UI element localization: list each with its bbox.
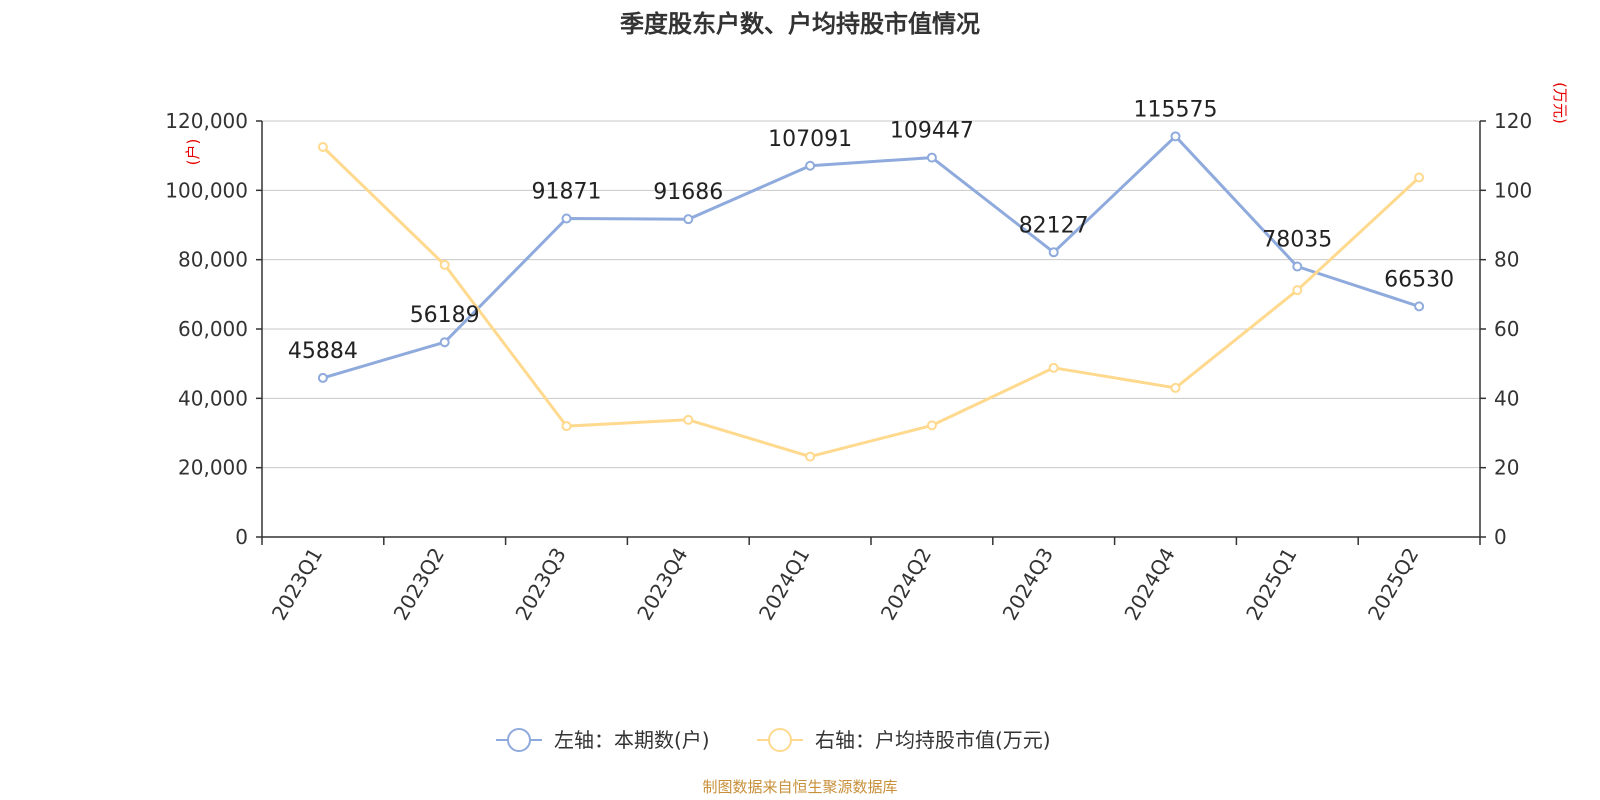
left-axis-tick-label: 100,000 — [165, 178, 248, 202]
data-point — [1048, 362, 1059, 373]
x-axis-tick-label: 2024Q4 — [1119, 544, 1179, 625]
data-point — [805, 160, 816, 171]
data-label: 56189 — [410, 303, 480, 328]
data-point — [683, 414, 694, 425]
data-point — [1414, 301, 1425, 312]
x-axis-tick-label: 2024Q2 — [876, 544, 936, 625]
data-source-note: 制图数据来自恒生聚源数据库 — [702, 778, 897, 796]
data-label: 91871 — [532, 180, 602, 205]
left-axis-tick-label: 40,000 — [178, 386, 248, 410]
data-point — [439, 337, 450, 348]
right-axis-unit-label: (万元) — [1551, 82, 1569, 124]
data-point — [439, 259, 450, 270]
data-point — [561, 213, 572, 224]
data-point — [317, 142, 328, 152]
data-point — [805, 451, 816, 462]
left-axis-tick-label: 20,000 — [178, 456, 248, 480]
data-point — [926, 152, 937, 163]
right-axis-tick-label: 40 — [1494, 386, 1519, 410]
legend-marker-icon — [768, 728, 792, 752]
data-point — [1048, 247, 1059, 258]
data-label: 109447 — [890, 119, 974, 144]
legend-label: 左轴：本期数(户) — [554, 728, 710, 752]
data-label: 82127 — [1019, 213, 1089, 238]
grid-layer — [262, 120, 1480, 469]
data-label: 66530 — [1384, 267, 1454, 292]
right-axis-tick-label: 20 — [1494, 456, 1519, 480]
series-layer — [317, 131, 1425, 462]
chart-title: 季度股东户数、户均持股市值情况 — [620, 10, 980, 38]
data-label: 45884 — [288, 339, 358, 364]
data-point — [1292, 261, 1303, 272]
data-label: 107091 — [768, 127, 852, 152]
data-point — [561, 421, 572, 432]
data-label-layer: 45884 56189 91871 91686 107091 109447 82127 115… — [288, 97, 1454, 364]
data-point — [926, 420, 937, 431]
data-point — [1170, 131, 1181, 142]
legend-marker-icon — [507, 728, 531, 752]
left-axis-tick-label: 120,000 — [165, 109, 248, 133]
legend-item-shareholder-count[interactable]: 左轴：本期数(户) — [496, 728, 710, 752]
left-axis-tick-label: 0 — [235, 525, 248, 549]
x-axis-tick-label: 2023Q3 — [510, 544, 570, 625]
x-axis-tick-label: 2025Q2 — [1363, 544, 1423, 625]
x-axis-tick-label: 2025Q1 — [1241, 544, 1301, 625]
data-label: 78035 — [1262, 227, 1332, 252]
data-point — [1170, 382, 1181, 393]
data-label: 91686 — [653, 180, 723, 205]
legend-item-avg-holding-value[interactable]: 右轴：户均持股市值(万元) — [757, 728, 1051, 752]
right-axis-tick-label: 0 — [1494, 525, 1507, 549]
left-axis-tick-label: 60,000 — [178, 317, 248, 341]
data-label: 115575 — [1134, 97, 1218, 122]
left-axis-tick-label: 80,000 — [178, 248, 248, 272]
data-point — [317, 372, 328, 383]
series-line-shareholder-count — [322, 134, 1420, 380]
x-axis-tick-label: 2023Q1 — [267, 544, 327, 625]
legend[interactable]: 左轴：本期数(户) 右轴：户均持股市值(万元) — [496, 728, 1051, 752]
series-line-avg-holding-value — [321, 145, 1421, 459]
x-axis-tick-label: 2024Q1 — [754, 544, 814, 625]
data-point — [1292, 285, 1303, 296]
data-point — [683, 214, 694, 225]
right-axis-tick-label: 100 — [1494, 178, 1532, 202]
right-axis-tick-label: 120 — [1494, 109, 1532, 133]
legend-label: 右轴：户均持股市值(万元) — [815, 728, 1051, 752]
x-axis-tick-label: 2024Q3 — [998, 544, 1058, 625]
data-point — [1414, 172, 1425, 183]
x-axis-tick-label: 2023Q4 — [632, 544, 692, 625]
left-axis-unit-label: (户) — [184, 139, 202, 166]
right-axis-tick-label: 60 — [1494, 317, 1519, 341]
right-axis-tick-label: 80 — [1494, 248, 1519, 272]
x-axis-tick-label: 2023Q2 — [389, 544, 449, 625]
